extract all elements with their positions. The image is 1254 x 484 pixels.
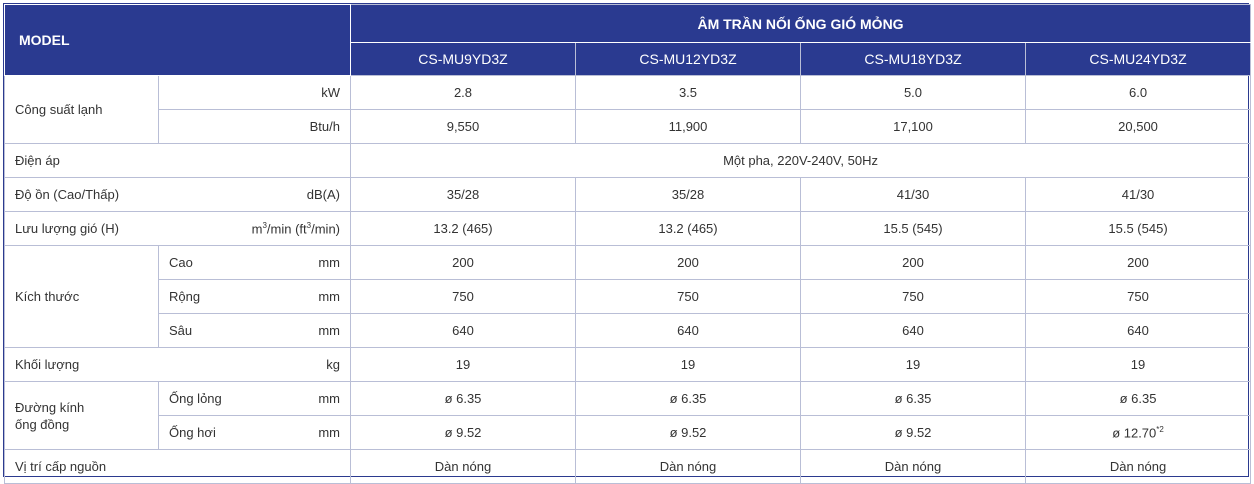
value-cell: Dàn nóng — [800, 449, 1026, 484]
table-row: Ống hơi mm ø 9.52 ø 9.52 ø 9.52 ø 12.70*2 — [5, 415, 1252, 450]
value-cell: 750 — [350, 279, 576, 314]
row-label-voltage: Điện áp — [4, 143, 351, 178]
value-cell: 200 — [800, 245, 1026, 280]
model-name: CS-MU12YD3Z — [575, 42, 801, 76]
value-cell: 2.8 — [350, 75, 576, 110]
value-cell: 200 — [1024, 245, 1252, 280]
table-row: Độ ồn (Cao/Thấp) dB(A) 35/28 35/28 41/30… — [4, 177, 1252, 212]
value-cell: 19 — [800, 347, 1026, 382]
row-label-weight: Khối lượng kg — [4, 347, 351, 382]
value-cell: 3.5 — [575, 75, 801, 110]
value-cell: 35/28 — [350, 177, 576, 212]
value-cell: ø 6.35 — [575, 381, 801, 416]
model-header: MODEL — [4, 4, 351, 76]
sub-label-cell: Cao mm — [158, 245, 351, 280]
value-cell: 200 — [575, 245, 801, 280]
value-cell: 17,100 — [800, 109, 1026, 144]
unit-text: m3/min (ft3/min) — [251, 220, 340, 237]
unit-cell: Btu/h — [158, 109, 351, 144]
value-cell: 750 — [1024, 279, 1252, 314]
table-row: Rộng mm 750 750 750 750 — [5, 279, 1252, 314]
value-cell: ø 12.70*2 — [1024, 415, 1252, 450]
value-cell: 6.0 — [1024, 75, 1252, 110]
table-row: Đường kính ống đồng Ống lỏng mm ø 6.35 ø … — [4, 381, 1252, 450]
value-cell: Dàn nóng — [1024, 449, 1252, 484]
table-row: Kích thước Cao mm 200 200 200 200 — [4, 245, 1252, 348]
model-name: CS-MU18YD3Z — [800, 42, 1026, 76]
value-cell: ø 6.35 — [1024, 381, 1252, 416]
value-cell: ø 6.35 — [350, 381, 576, 416]
value-cell: 640 — [1024, 313, 1252, 348]
row-label-airflow: Lưu lượng gió (H) m3/min (ft3/min) — [4, 211, 351, 246]
row-label-pipe: Đường kính ống đồng — [4, 381, 159, 450]
value-cell: Dàn nóng — [350, 449, 576, 484]
unit-cell: kW — [158, 75, 351, 110]
value-cell: 13.2 (465) — [575, 211, 801, 246]
sub-label-cell: Rộng mm — [158, 279, 351, 314]
value-cell: ø 6.35 — [800, 381, 1026, 416]
value-cell: 13.2 (465) — [350, 211, 576, 246]
value-cell: ø 9.52 — [350, 415, 576, 450]
group-title: ÂM TRẦN NỐI ỐNG GIÓ MỎNG — [349, 4, 1252, 43]
value-cell: 20,500 — [1024, 109, 1252, 144]
value-cell: 35/28 — [575, 177, 801, 212]
model-name: CS-MU24YD3Z — [1024, 42, 1252, 76]
sub-label-cell: Ống hơi mm — [158, 415, 351, 450]
table-row: Vị trí cấp nguồn Dàn nóng Dàn nóng Dàn n… — [4, 449, 1252, 484]
value-cell: 15.5 (545) — [800, 211, 1026, 246]
row-label-text: Độ ồn (Cao/Thấp) — [15, 187, 120, 202]
value-cell: 9,550 — [350, 109, 576, 144]
table-row: Công suất lạnh kW 2.8 3.5 5.0 6.0 — [4, 75, 1252, 144]
value-cell: ø 9.52 — [800, 415, 1026, 450]
value-cell: ø 9.52 — [575, 415, 801, 450]
value-cell: 19 — [1024, 347, 1252, 382]
spec-table-container: MODEL ÂM TRẦN NỐI ỐNG GIÓ MỎNG CS-MU9YD3… — [3, 3, 1252, 484]
row-label-power: Vị trí cấp nguồn — [4, 449, 351, 484]
value-cell: 11,900 — [575, 109, 801, 144]
value-cell: 15.5 (545) — [1024, 211, 1252, 246]
label-unit-pair: Lưu lượng gió (H) m3/min (ft3/min) — [15, 221, 340, 236]
table-row: Btu/h 9,550 11,900 17,100 20,500 — [5, 109, 1252, 144]
table-row: Điện áp Một pha, 220V-240V, 50Hz — [4, 143, 1252, 178]
table-row: Lưu lượng gió (H) m3/min (ft3/min) 13.2 … — [4, 211, 1252, 246]
sub-label-cell: Ống lỏng mm — [158, 381, 351, 416]
sub-label-cell: Sâu mm — [158, 313, 351, 348]
table-row: Sâu mm 640 640 640 640 — [5, 313, 1252, 348]
table-row: Khối lượng kg 19 19 19 19 — [4, 347, 1252, 382]
value-cell: 200 — [350, 245, 576, 280]
unit-text: dB(A) — [306, 187, 340, 202]
value-cell: 640 — [800, 313, 1026, 348]
value-cell: 5.0 — [800, 75, 1026, 110]
value-cell: 41/30 — [800, 177, 1026, 212]
label-unit-pair: Độ ồn (Cao/Thấp) dB(A) — [15, 187, 340, 202]
spec-table: MODEL ÂM TRẦN NỐI ỐNG GIÓ MỎNG CS-MU9YD3… — [4, 4, 1252, 484]
row-label-text: Lưu lượng gió (H) — [15, 220, 119, 236]
value-cell: 750 — [800, 279, 1026, 314]
row-label-dimensions: Kích thước — [4, 245, 159, 348]
value-cell: 19 — [350, 347, 576, 382]
value-cell: Dàn nóng — [575, 449, 801, 484]
model-name: CS-MU9YD3Z — [350, 42, 576, 76]
value-cell: Một pha, 220V-240V, 50Hz — [349, 143, 1252, 178]
row-label-noise: Độ ồn (Cao/Thấp) dB(A) — [4, 177, 351, 212]
value-cell: 640 — [575, 313, 801, 348]
footnote-marker: *2 — [1156, 424, 1164, 434]
value-cell: 750 — [575, 279, 801, 314]
value-cell: 640 — [350, 313, 576, 348]
value-cell: 41/30 — [1024, 177, 1252, 212]
row-label-cooling: Công suất lạnh — [4, 75, 159, 144]
value-cell: 19 — [575, 347, 801, 382]
